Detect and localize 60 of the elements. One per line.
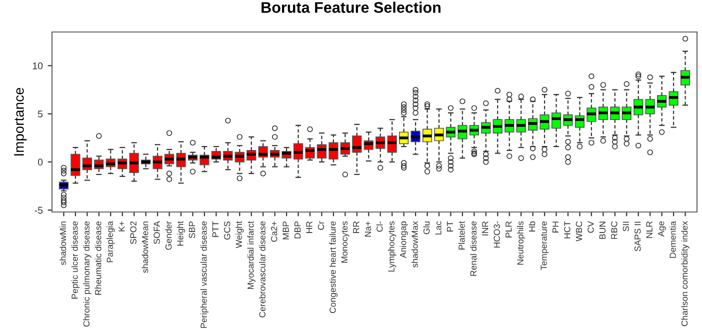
y-tick-label: 5 xyxy=(38,110,43,118)
x-tick-label: RR xyxy=(353,221,360,233)
x-tick-label: HCO3- xyxy=(494,221,500,248)
chart-title: Boruta Feature Selection xyxy=(262,2,440,13)
x-tick-label: PT xyxy=(446,221,453,232)
x-tick-label: Glu xyxy=(423,222,430,234)
x-tick-label: Temperature xyxy=(540,221,549,270)
x-tick-label: PH xyxy=(552,222,559,232)
x-tick-label: Gender xyxy=(165,221,172,250)
x-tick-label: Cerebrovascular disease xyxy=(259,221,266,318)
x-tick-label: WBC xyxy=(576,221,582,242)
x-tick-label: Peptic ulcer disease xyxy=(71,221,80,299)
x-tick-label: SII xyxy=(622,222,629,232)
x-tick-label: Cr xyxy=(318,221,324,230)
x-tick-label: Cl- xyxy=(376,221,383,232)
x-tick-label: Neutrophils xyxy=(517,221,526,265)
x-tick-label: Lymphocytes xyxy=(388,221,396,272)
x-tick-label: PTT xyxy=(212,221,218,237)
x-tick-label: Peripheral vascular disease xyxy=(200,221,209,328)
x-tick-label: shadowMax xyxy=(411,221,418,268)
x-tick-label: Age xyxy=(658,221,666,237)
x-tick-label: shadowMin xyxy=(60,222,66,266)
x-tick-label: Congestive heart failure xyxy=(329,221,338,313)
x-tick-label: Hb xyxy=(528,221,536,232)
x-tick-label: SBP xyxy=(188,221,196,238)
x-tick-label: Weight xyxy=(236,221,244,248)
x-tick-label: BUN xyxy=(599,222,606,239)
x-tick-label: SOFA xyxy=(154,221,160,244)
x-tick-label: NLR xyxy=(646,221,652,238)
x-tick-label: Lac xyxy=(435,221,442,234)
x-tick-label: Rheumatic disease xyxy=(94,221,102,295)
x-tick-label: CV xyxy=(588,221,594,233)
x-tick-label: SAPS II xyxy=(634,222,641,252)
x-tick-label: RBC xyxy=(611,221,618,239)
x-tick-label: K+ xyxy=(118,221,125,232)
x-tick-label: Height xyxy=(176,221,186,246)
x-tick-label: SPO2 xyxy=(130,221,136,244)
x-tick-label: Paraplegia xyxy=(106,221,115,262)
x-tick-label: Platelet xyxy=(458,221,465,250)
y-tick-label: 10 xyxy=(32,62,43,70)
x-tick-label: Na+ xyxy=(364,221,371,237)
x-tick-label: Dementia xyxy=(669,221,676,258)
x-tick-label: INR xyxy=(482,221,488,236)
x-tick-label: DBP xyxy=(294,221,301,238)
x-tick-label: PLR xyxy=(506,221,512,238)
y-axis-title: Importance xyxy=(14,88,27,156)
x-tick-label: Myocardial infarct xyxy=(247,221,256,289)
x-tick-label: HCT xyxy=(564,221,570,238)
x-tick-label: GCS xyxy=(224,221,230,240)
x-tick-label: Ca2+ xyxy=(270,221,278,242)
x-tick-label: Aniongap xyxy=(400,221,408,258)
x-tick-label: Charlson comorbidity index xyxy=(681,221,690,326)
x-tick-label: shadowMean xyxy=(142,222,148,273)
x-tick-label: HR xyxy=(306,221,312,233)
y-tick-label: 0 xyxy=(38,158,43,166)
y-tick-label: -5 xyxy=(34,206,43,214)
x-tick-label: Renal disease xyxy=(470,221,477,276)
x-tick-label: Monocytes xyxy=(341,221,350,263)
x-tick-label: MBP xyxy=(282,221,289,240)
x-tick-label: Chronic pulmonary disease xyxy=(83,221,92,327)
